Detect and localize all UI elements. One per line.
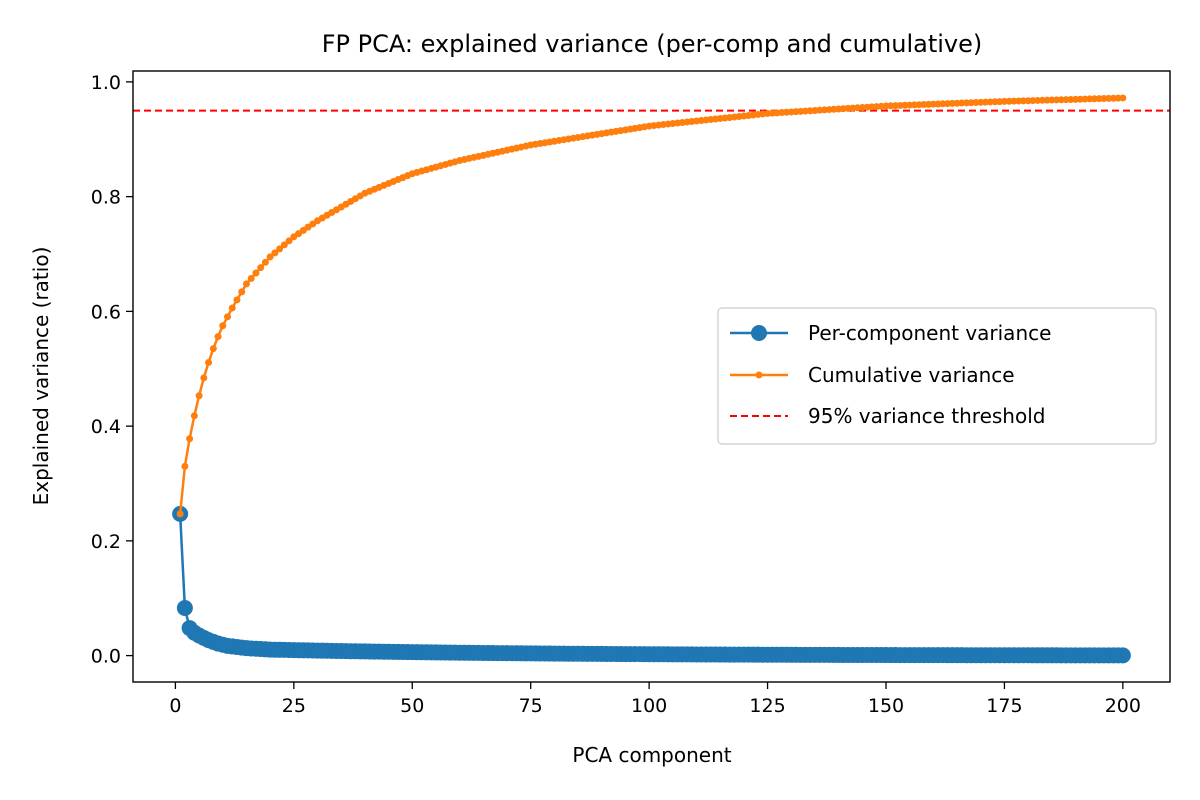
y-axis: 0.0 0.2 0.4 0.6 0.8 1.0: [91, 72, 133, 668]
y-tick-label: 1.0: [91, 72, 121, 94]
cumulative-point: [261, 258, 269, 266]
per-component-point: [176, 599, 193, 616]
y-tick-label: 0.2: [91, 531, 121, 553]
legend-label-cumulative: Cumulative variance: [808, 363, 1015, 387]
cumulative-point: [209, 345, 217, 353]
legend-entry-threshold: 95% variance threshold: [730, 404, 1045, 428]
x-tick-label: 75: [519, 695, 543, 717]
x-tick-label: 150: [868, 695, 904, 717]
x-tick-label: 200: [1105, 695, 1141, 717]
cumulative-point: [233, 296, 241, 304]
y-axis-label: Explained variance (ratio): [29, 247, 53, 506]
y-tick-label: 0.6: [91, 301, 121, 323]
y-tick-label: 0.0: [91, 646, 121, 668]
x-tick-label: 175: [986, 695, 1022, 717]
legend-label-per-component: Per-component variance: [808, 321, 1051, 345]
cumulative-point: [285, 237, 293, 245]
cumulative-point: [280, 241, 288, 249]
cumulative-point: [200, 374, 208, 382]
cumulative-point: [181, 462, 189, 470]
per-component-series: [172, 505, 1131, 664]
cumulative-point: [271, 249, 279, 257]
x-tick-label: 0: [169, 695, 181, 717]
cumulative-series: [176, 94, 1127, 518]
per-component-point: [1114, 647, 1131, 664]
cumulative-point: [1119, 94, 1127, 102]
legend-marker-per-component: [751, 325, 767, 341]
y-tick-label: 0.4: [91, 416, 121, 438]
cumulative-point: [224, 313, 232, 321]
cumulative-point: [252, 269, 260, 277]
cumulative-point: [176, 510, 184, 518]
cumulative-point: [266, 253, 274, 261]
cumulative-point: [205, 358, 213, 366]
cumulative-point: [186, 435, 194, 443]
legend: Per-component variance Cumulative varian…: [717, 307, 1157, 445]
x-tick-label: 100: [631, 695, 667, 717]
cumulative-point: [247, 274, 255, 282]
cumulative-point: [190, 412, 198, 420]
legend-box: [717, 307, 1157, 445]
legend-entry-per-component: Per-component variance: [730, 321, 1051, 345]
x-axis-label: PCA component: [572, 743, 731, 767]
cumulative-point: [228, 304, 236, 312]
x-tick-label: 25: [282, 695, 306, 717]
cumulative-point: [219, 322, 227, 330]
x-tick-label: 50: [400, 695, 424, 717]
plot-frame: [132, 70, 1171, 683]
cumulative-point: [276, 245, 284, 253]
x-tick-label: 125: [749, 695, 785, 717]
cumulative-point: [214, 333, 222, 341]
cumulative-point: [238, 288, 246, 296]
legend-marker-cumulative: [755, 371, 763, 379]
x-axis: 0 25 50 75 100 125 150 175 200: [169, 682, 1141, 717]
cumulative-point: [195, 392, 203, 400]
chart-title: FP PCA: explained variance (per-comp and…: [322, 30, 983, 58]
cumulative-point: [242, 280, 250, 288]
cumulative-point: [257, 264, 265, 272]
legend-label-threshold: 95% variance threshold: [808, 404, 1045, 428]
y-tick-label: 0.8: [91, 187, 121, 209]
legend-entry-cumulative: Cumulative variance: [730, 363, 1015, 387]
